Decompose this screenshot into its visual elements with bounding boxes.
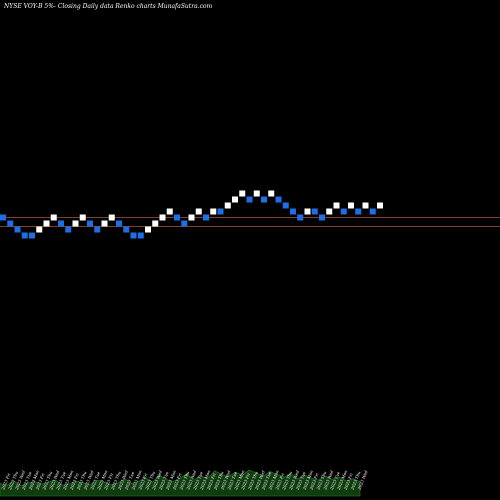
volume-area [0, 469, 361, 497]
renko-bricks [0, 190, 383, 239]
renko-brick-up [145, 226, 151, 233]
renko-brick-up [224, 202, 231, 209]
date-tick-label: 2023 Fri [171, 472, 183, 492]
renko-brick-down [369, 208, 376, 215]
renko-brick-up [108, 214, 115, 221]
date-tick-label: 2023 Fri [205, 472, 217, 492]
renko-brick-down [355, 208, 362, 215]
renko-brick-down [246, 196, 253, 203]
renko-brick-down [290, 208, 296, 215]
renko-brick-up [195, 208, 202, 215]
renko-brick-up [152, 220, 159, 227]
renko-brick-down [311, 208, 318, 215]
renko-brick-up [50, 214, 57, 221]
renko-brick-down [29, 232, 35, 239]
renko-brick-up [362, 202, 369, 209]
renko-brick-down [7, 220, 14, 227]
renko-brick-up [232, 196, 238, 203]
renko-brick-up [72, 220, 79, 227]
renko-brick-down [319, 214, 325, 221]
renko-brick-down [282, 202, 289, 209]
renko-brick-up [377, 202, 383, 209]
date-tick-label: 2023 Fri [34, 472, 46, 492]
date-tick-label: 2023 Fri [240, 472, 252, 492]
renko-brick-up [159, 214, 166, 221]
date-tick-label: 2023 Fri [342, 472, 354, 492]
renko-brick-up [268, 190, 275, 197]
renko-brick-up [253, 190, 260, 197]
renko-brick-down [203, 214, 209, 221]
renko-brick-down [275, 196, 282, 203]
renko-brick-down [181, 220, 188, 227]
renko-brick-down [340, 208, 347, 215]
renko-brick-down [261, 196, 267, 203]
date-tick-label: 2023 Fri [0, 472, 12, 492]
renko-brick-down [87, 220, 93, 227]
date-tick-label: 2023 Fri [68, 472, 80, 492]
renko-brick-down [21, 232, 28, 239]
renko-brick-up [304, 208, 311, 215]
renko-brick-up [79, 214, 86, 221]
date-tick-label: 2023 Fri [103, 472, 115, 492]
chart-title: NYSE VOY-B 5%- Closing Daily data Renko … [3, 3, 213, 10]
renko-brick-down [65, 226, 72, 233]
renko-brick-up [326, 208, 333, 215]
date-tick-label: 2023 Fri [137, 472, 149, 492]
renko-brick-down [137, 232, 144, 239]
renko-brick-down [217, 208, 224, 215]
date-tick-label: 2023 Fri [274, 472, 286, 492]
renko-brick-up [166, 208, 173, 215]
renko-brick-down [174, 214, 180, 221]
renko-brick-up [239, 190, 246, 197]
renko-brick-up [210, 208, 217, 215]
volume-series [0, 469, 361, 497]
renko-brick-down [14, 226, 21, 233]
renko-brick-down [116, 220, 122, 227]
renko-brick-down [0, 214, 6, 221]
renko-brick-up [188, 214, 195, 221]
renko-brick-down [58, 220, 64, 227]
renko-brick-up [36, 226, 43, 233]
renko-brick-up [333, 202, 340, 209]
date-tick-label: 2023 Fri [308, 472, 320, 492]
renko-brick-down [297, 214, 304, 221]
renko-brick-up [348, 202, 354, 209]
renko-brick-up [43, 220, 50, 227]
renko-brick-down [130, 232, 137, 239]
renko-brick-down [123, 226, 130, 233]
renko-brick-up [101, 220, 108, 227]
renko-brick-down [94, 226, 101, 233]
